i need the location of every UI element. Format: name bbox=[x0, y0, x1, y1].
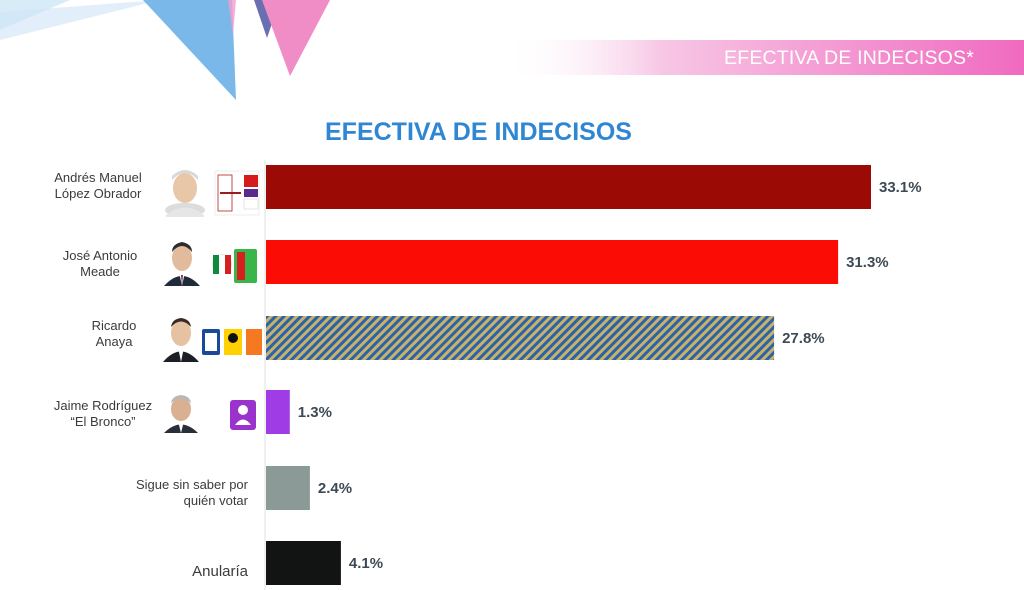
bar-value-label-5: 2.4% bbox=[318, 480, 352, 497]
bars-group: 33.1% 31.3% 27.8% 1.3% 2.4% 4.1% bbox=[266, 165, 922, 585]
candidate-name-line: Ricardo bbox=[91, 318, 137, 333]
decor-pink-triangle bbox=[262, 0, 330, 76]
bar-1 bbox=[266, 165, 871, 209]
bar-value-label-3: 27.8% bbox=[782, 330, 825, 347]
candidate-photo bbox=[164, 242, 200, 286]
candidate-photo bbox=[165, 170, 205, 217]
pri-pvem-logos bbox=[212, 249, 257, 283]
candidate-photo bbox=[164, 395, 198, 433]
bar-5 bbox=[266, 466, 310, 510]
bar-2 bbox=[266, 240, 839, 284]
photo-row-3 bbox=[163, 318, 199, 362]
undecided-label: Sigue sin saber por quién votar bbox=[48, 477, 248, 509]
header-label: EFECTIVA DE INDECISOS* bbox=[724, 47, 975, 69]
candidate-name-3: Ricardo Anaya bbox=[34, 318, 194, 350]
bar-value-label-4: 1.3% bbox=[298, 404, 332, 421]
photo-row-1 bbox=[165, 170, 205, 217]
photo-row-4 bbox=[164, 395, 198, 433]
independent-logo bbox=[230, 400, 256, 430]
decor-blue-triangle bbox=[143, 0, 236, 100]
bar-6 bbox=[266, 541, 341, 585]
bar-3 bbox=[266, 316, 775, 360]
undecided-label-line: quién votar bbox=[183, 493, 248, 508]
candidate-name-4: Jaime Rodríguez “El Bronco” bbox=[23, 398, 183, 430]
decor-pink-sliver bbox=[228, 0, 236, 35]
candidate-name-line: “El Bronco” bbox=[70, 414, 136, 429]
candidate-name-line: Jaime Rodríguez bbox=[53, 398, 153, 413]
candidate-name-line: Andrés Manuel bbox=[54, 170, 142, 185]
bar-value-label-1: 33.1% bbox=[879, 179, 922, 196]
candidate-photo bbox=[163, 318, 199, 362]
bar-value-label-2: 31.3% bbox=[846, 254, 889, 271]
annul-label: Anularía bbox=[192, 563, 248, 580]
candidate-name-line: López Obrador bbox=[54, 186, 142, 201]
candidate-name-line: Meade bbox=[80, 264, 120, 279]
decor-light-blue-band-2 bbox=[0, 0, 160, 40]
candidate-name-1: Andrés Manuel López Obrador bbox=[18, 170, 178, 202]
bar-value-label-6: 4.1% bbox=[349, 555, 383, 572]
morena-pt-pes-logos bbox=[214, 170, 260, 216]
candidate-name-line: José Antonio bbox=[62, 248, 138, 263]
undecided-label-line: Sigue sin saber por bbox=[135, 477, 248, 492]
candidate-name-line: Anaya bbox=[95, 334, 133, 349]
photo-row-2 bbox=[164, 242, 200, 286]
pan-prd-mc-logos bbox=[202, 329, 262, 355]
header-band bbox=[505, 40, 1024, 75]
chart-title: EFECTIVA DE INDECISOS bbox=[325, 118, 632, 146]
bar-4 bbox=[266, 390, 290, 434]
candidate-name-2: José Antonio Meade bbox=[20, 248, 180, 280]
